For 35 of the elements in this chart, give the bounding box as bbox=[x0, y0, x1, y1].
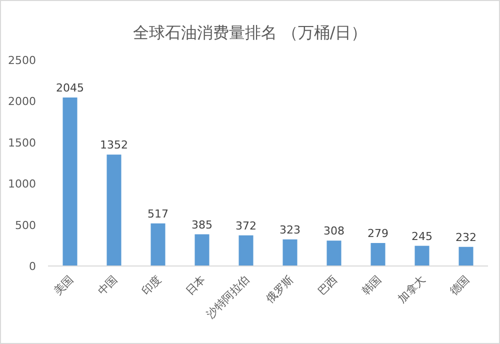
bar bbox=[282, 239, 298, 266]
data-label: 232 bbox=[456, 230, 476, 244]
y-tick-label: 1000 bbox=[8, 178, 36, 191]
x-tick-label: 加拿大 bbox=[396, 272, 428, 306]
y-tick-label: 1500 bbox=[8, 136, 36, 150]
data-label: 517 bbox=[148, 207, 168, 220]
data-label: 1352 bbox=[100, 138, 128, 152]
bar bbox=[238, 235, 254, 266]
y-tick-label: 2000 bbox=[8, 95, 36, 108]
bar bbox=[194, 234, 210, 266]
bar bbox=[458, 246, 474, 266]
x-tick-label: 巴西 bbox=[315, 272, 340, 298]
bar bbox=[106, 154, 122, 266]
data-label: 308 bbox=[324, 224, 344, 238]
x-tick-label: 韩国 bbox=[359, 272, 384, 298]
x-tick-label: 中国 bbox=[95, 272, 120, 298]
data-label: 2045 bbox=[56, 81, 84, 94]
y-tick-label: 0 bbox=[29, 260, 36, 273]
y-tick-label: 2500 bbox=[8, 54, 36, 67]
chart-title: 全球石油消费量排名 （万桶/日） bbox=[132, 23, 368, 42]
data-label: 245 bbox=[412, 230, 432, 243]
bar bbox=[414, 246, 430, 266]
bar bbox=[370, 243, 386, 266]
bar bbox=[326, 240, 342, 266]
x-tick-label: 印度 bbox=[139, 272, 164, 298]
x-tick-label: 俄罗斯 bbox=[264, 272, 296, 306]
data-label: 279 bbox=[368, 227, 388, 240]
bar bbox=[150, 223, 166, 266]
x-tick-label: 德国 bbox=[447, 272, 472, 298]
data-label: 323 bbox=[280, 223, 300, 236]
x-tick-label: 美国 bbox=[51, 272, 76, 298]
data-label: 385 bbox=[192, 218, 212, 232]
bar bbox=[62, 97, 78, 266]
y-tick-label: 500 bbox=[15, 218, 36, 232]
data-label: 372 bbox=[236, 219, 256, 232]
